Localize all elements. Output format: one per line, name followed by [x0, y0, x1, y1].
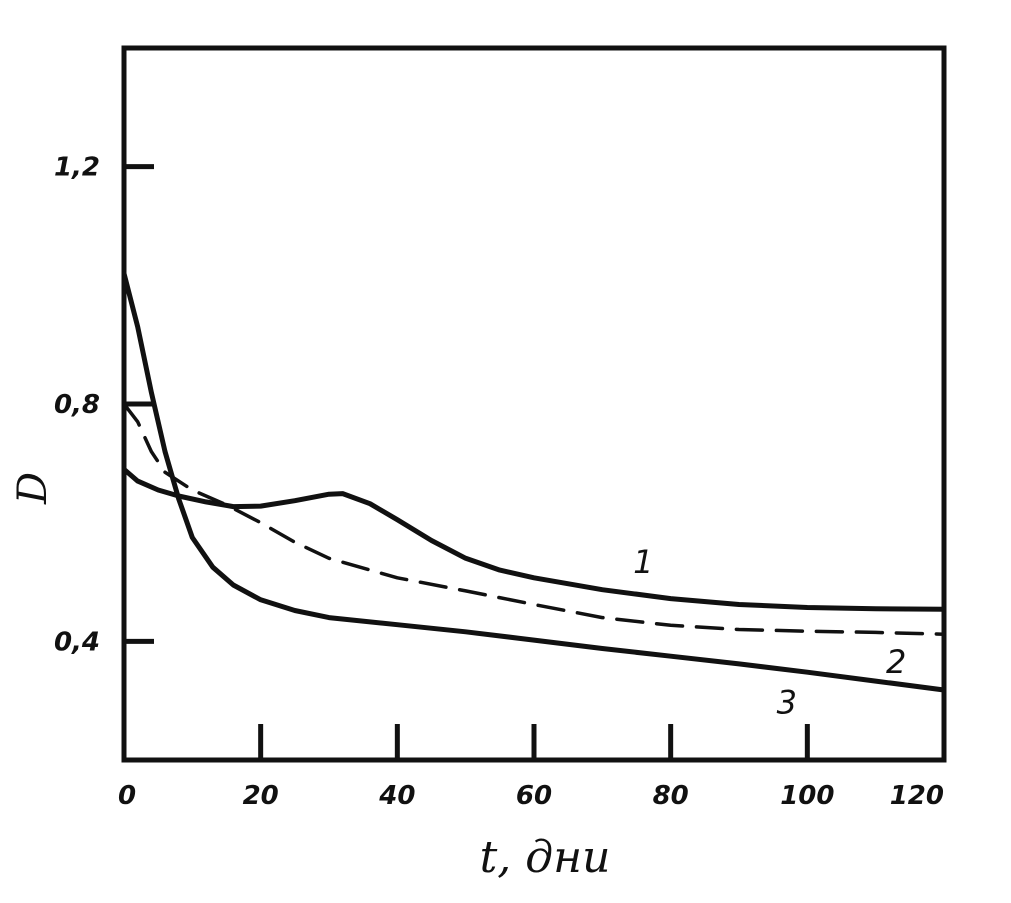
series-1-label: 1	[633, 543, 653, 581]
x-axis-title: t, дни	[480, 832, 611, 883]
plot-area-border	[121, 45, 947, 763]
axis-ticks	[124, 164, 810, 760]
series-lines: 1 2 3	[121, 271, 947, 722]
x-tick-label-100: 100	[780, 781, 834, 811]
series-3-line	[121, 271, 947, 693]
series-2-line	[122, 402, 946, 636]
tick-labels: 0 20 40 60 80 100 120 0,4 0,8 1,2	[54, 153, 944, 811]
y-tick-label-1,2: 1,2	[54, 153, 100, 183]
x-tick-label-120: 120	[890, 781, 944, 811]
y-tick-label-0,4: 0,4	[54, 627, 100, 657]
x-tick-label-60: 60	[516, 781, 552, 811]
plot-frame	[121, 45, 947, 763]
x-tick-label-40: 40	[378, 781, 415, 811]
series-3-label: 3	[777, 684, 797, 722]
series-2-label: 2	[886, 643, 906, 681]
y-axis-title: D	[10, 472, 56, 505]
x-tick-label-80: 80	[653, 781, 689, 811]
y-tick-label-0,8: 0,8	[54, 390, 100, 420]
x-tick-label-0: 0	[118, 781, 136, 811]
x-tick-label-20: 20	[243, 781, 279, 811]
series-1-line	[121, 466, 947, 612]
